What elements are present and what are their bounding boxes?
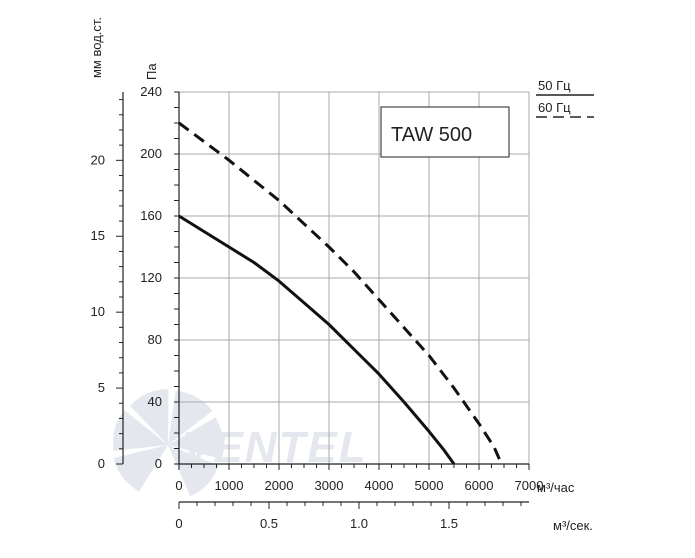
- legend-label-60hz: 60 Гц: [538, 100, 571, 115]
- x-tick-label: 7000: [515, 478, 544, 493]
- watermark-fan-blade: [113, 445, 168, 492]
- x-tick-label-sec: 0: [175, 516, 182, 531]
- x-tick-label-sec: 1.0: [350, 516, 368, 531]
- legend-label-50hz: 50 Гц: [538, 78, 571, 93]
- y-tick-label-mm: 5: [98, 380, 105, 395]
- model-label-box: TAW 500: [380, 106, 510, 158]
- y-tick-label-pa: 40: [148, 394, 162, 409]
- x-tick-label: 4000: [365, 478, 394, 493]
- labels: 0 1000 2000 3000 4000 5000 6000 700004080120160…: [91, 84, 544, 531]
- y-tick-label-mm: 15: [91, 228, 105, 243]
- watermark-fan-blade: [168, 417, 224, 460]
- x-unit-flow-sec-label: м³/сек.: [553, 518, 593, 533]
- x-tick-label: 5000: [415, 478, 444, 493]
- x-tick-label: 2000: [265, 478, 294, 493]
- y-tick-label-mm: 10: [91, 304, 105, 319]
- series: [178, 121, 503, 465]
- x-tick-label-sec: 1.5: [440, 516, 458, 531]
- x-tick-label: 6000: [465, 478, 494, 493]
- x-tick-label-sec: 0.5: [260, 516, 278, 531]
- series-line-50hz: [178, 214, 456, 465]
- axes: [116, 91, 530, 509]
- watermark-fan-blade: [168, 445, 219, 497]
- y-tick-label-mm: 20: [91, 152, 105, 167]
- x-tick-label: 0: [175, 478, 182, 493]
- x-unit-flow-label: м³/час: [537, 480, 575, 495]
- y-tick-label-pa: 120: [140, 270, 162, 285]
- series-line-60hz: [178, 121, 503, 465]
- y-tick-label-mm: 0: [98, 456, 105, 471]
- grid: [179, 91, 530, 464]
- y-tick-label-pa: 240: [140, 84, 162, 99]
- watermark-fan-blade: [129, 389, 169, 445]
- y-tick-label-pa: 80: [148, 332, 162, 347]
- y-unit-mm-label: мм вод.ст.: [89, 17, 104, 78]
- x-tick-label: 1000: [215, 478, 244, 493]
- watermark-fan-blade: [113, 410, 168, 451]
- watermark-text: VENTEL: [182, 423, 368, 472]
- y-unit-pa-label: Па: [144, 63, 159, 80]
- y-tick-label-pa: 0: [155, 456, 162, 471]
- legend: 50 Гц 60 Гц: [536, 78, 594, 118]
- x-tick-label: 3000: [315, 478, 344, 493]
- model-label: TAW 500: [391, 124, 472, 146]
- y-tick-label-pa: 200: [140, 146, 162, 161]
- y-tick-label-pa: 160: [140, 208, 162, 223]
